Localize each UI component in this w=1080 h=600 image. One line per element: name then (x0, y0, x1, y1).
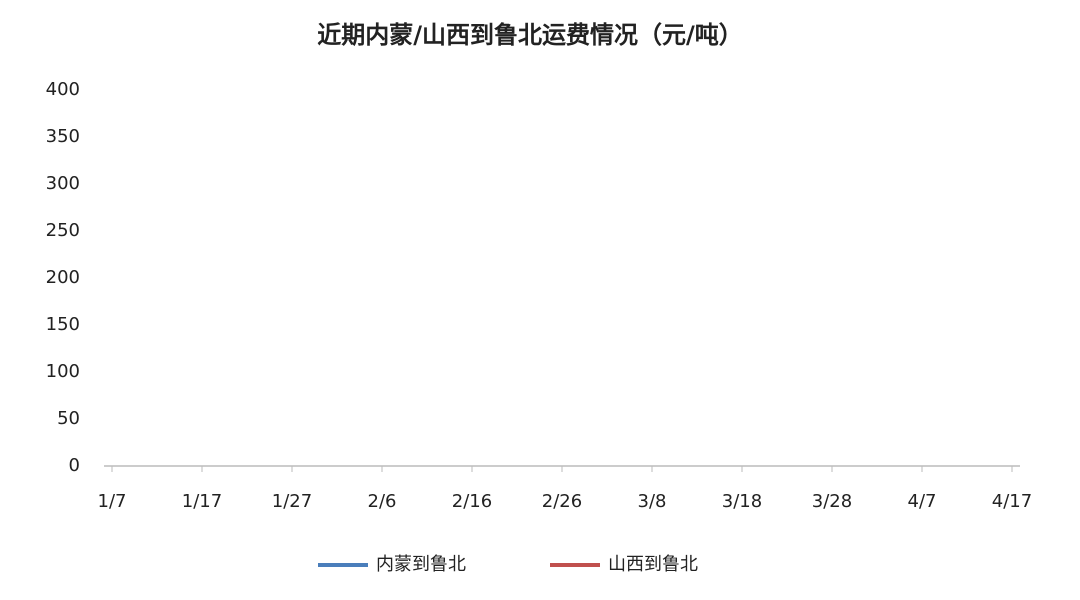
x-tick-label: 1/17 (182, 491, 222, 512)
x-tick-label: 3/28 (812, 491, 852, 512)
x-tick-label: 3/18 (722, 491, 762, 512)
legend-label: 山西到鲁北 (608, 554, 698, 575)
y-tick-label: 350 (46, 126, 80, 147)
x-tick-label: 2/26 (542, 491, 582, 512)
x-tick-label: 2/6 (368, 491, 397, 512)
y-tick-label: 250 (46, 220, 80, 241)
x-tick-label: 3/8 (638, 491, 667, 512)
x-tick-label: 4/7 (908, 491, 937, 512)
y-tick-label: 50 (57, 408, 80, 429)
x-tick-label: 2/16 (452, 491, 492, 512)
chart-title: 近期内蒙/山西到鲁北运费情况（元/吨） (317, 21, 743, 49)
y-tick-label: 400 (46, 79, 80, 100)
x-tick-label: 1/7 (98, 491, 127, 512)
x-tick-label: 4/17 (992, 491, 1032, 512)
y-tick-label: 0 (69, 455, 80, 476)
y-tick-label: 100 (46, 361, 80, 382)
legend-label: 内蒙到鲁北 (376, 554, 466, 575)
y-tick-label: 300 (46, 173, 80, 194)
x-tick-label: 1/27 (272, 491, 312, 512)
y-tick-label: 150 (46, 314, 80, 335)
y-tick-label: 200 (46, 267, 80, 288)
